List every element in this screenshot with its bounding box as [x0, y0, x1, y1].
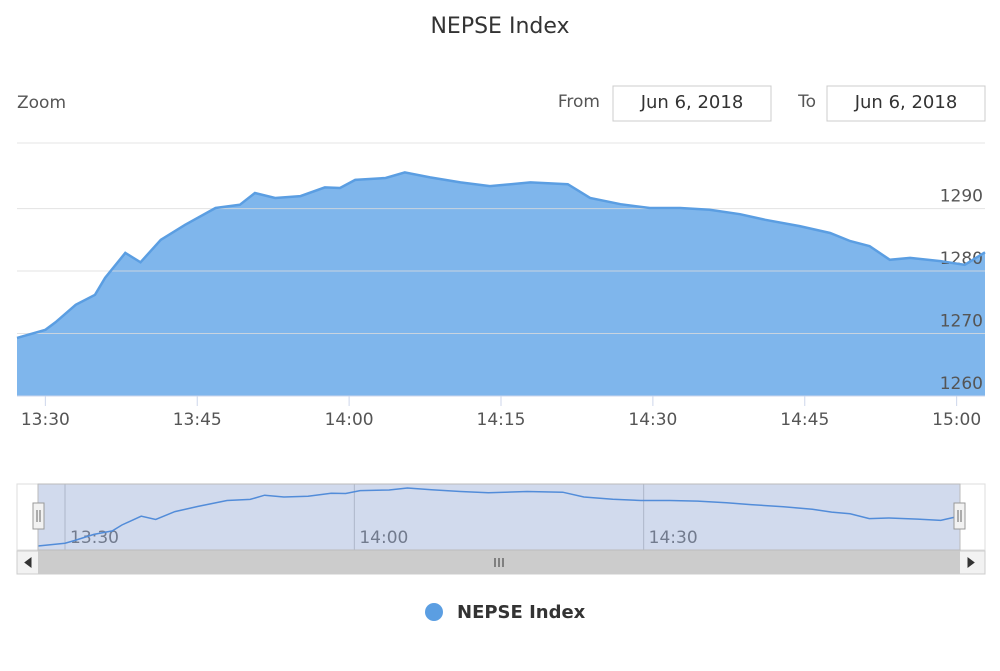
- x-tick-label: 14:45: [780, 410, 829, 430]
- navigator-tick-label: 14:30: [649, 528, 698, 548]
- to-input[interactable]: [826, 85, 986, 122]
- chart-title: NEPSE Index: [430, 14, 569, 39]
- area-line: [16, 171, 986, 340]
- y-tick-label: 1270: [940, 312, 983, 332]
- navigator-mask[interactable]: [37, 483, 961, 551]
- navigator-handle[interactable]: [32, 502, 45, 530]
- from-input[interactable]: [612, 85, 772, 122]
- handle-grip: [36, 510, 962, 522]
- navigator-handle[interactable]: [953, 502, 966, 530]
- y-tick-label: 1290: [940, 187, 983, 207]
- x-tick-label: 13:30: [21, 410, 70, 430]
- to-date[interactable]: Jun 6, 2018: [854, 92, 958, 113]
- x-tick-label: 13:45: [173, 410, 222, 430]
- legend-label[interactable]: NEPSE Index: [457, 602, 586, 623]
- legend-symbol[interactable]: [425, 603, 443, 621]
- navigator-tick-label: 14:00: [359, 528, 408, 548]
- x-tick-label: 14:15: [477, 410, 526, 430]
- area-fill: [17, 172, 985, 396]
- navigator-tick-label: 13:30: [70, 528, 119, 548]
- y-tick-label: 1260: [940, 374, 983, 394]
- navigator-line: [37, 487, 961, 547]
- y-tick-label: 1280: [940, 249, 983, 269]
- x-tick-label: 14:00: [325, 410, 374, 430]
- scrollbar-arrows: [24, 557, 975, 568]
- navigator[interactable]: [16, 483, 986, 551]
- from-label: From: [558, 92, 600, 112]
- x-tick-label: 15:00: [932, 410, 981, 430]
- x-tick-label: 14:30: [628, 410, 677, 430]
- from-date[interactable]: Jun 6, 2018: [640, 92, 744, 113]
- to-label: To: [797, 92, 816, 112]
- zoom-label: Zoom: [17, 93, 66, 113]
